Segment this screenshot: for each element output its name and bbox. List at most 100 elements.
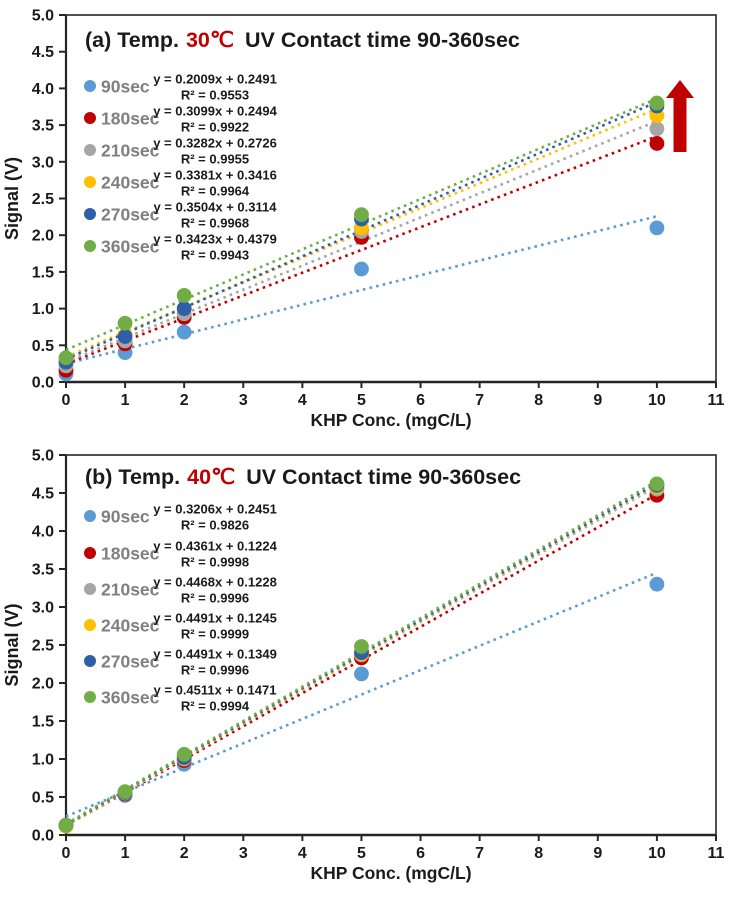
- y-tick-label: 0.0: [32, 375, 54, 392]
- y-tick-label: 5.0: [32, 8, 54, 25]
- legend-marker-icon: [84, 691, 96, 703]
- y-tick-label: 2.5: [32, 191, 54, 208]
- data-point: [354, 639, 369, 654]
- y-tick-label: 2.5: [32, 638, 54, 655]
- x-tick-label: 1: [121, 392, 130, 409]
- data-point: [176, 287, 192, 303]
- legend-equation: y = 0.4491x + 0.1349: [153, 647, 277, 662]
- y-tick-label: 3.5: [32, 562, 54, 579]
- y-tick-label: 1.0: [32, 752, 54, 769]
- legend-label: 90sec: [101, 507, 150, 527]
- x-tick-label: 8: [534, 845, 543, 862]
- series-360sec: [58, 476, 665, 833]
- y-tick-label: 4.5: [32, 486, 54, 503]
- data-point: [58, 350, 74, 366]
- data-point: [649, 476, 665, 492]
- legend-marker-icon: [84, 547, 96, 559]
- legend-marker-icon: [84, 655, 96, 667]
- x-tick-label: 0: [62, 845, 71, 862]
- data-point: [176, 324, 192, 340]
- x-tick-label: 6: [416, 845, 425, 862]
- y-tick-label: 5.0: [32, 448, 54, 465]
- legend-marker-icon: [84, 240, 96, 252]
- x-tick-label: 5: [357, 845, 366, 862]
- legend-r-squared: R² = 0.9955: [181, 152, 249, 167]
- panel-title-temp: 30℃: [186, 28, 234, 52]
- trendline-90sec: [65, 571, 658, 818]
- legend-label: 210sec: [101, 141, 160, 161]
- legend-r-squared: R² = 0.9553: [181, 88, 249, 103]
- data-point: [649, 576, 665, 592]
- data-point: [354, 261, 369, 277]
- legend-marker-icon: [84, 619, 96, 631]
- x-tick-label: 2: [180, 392, 189, 409]
- x-tick-label: 6: [416, 392, 425, 409]
- x-tick-label: 7: [475, 845, 484, 862]
- legend-marker-icon: [84, 176, 96, 188]
- x-tick-label: 8: [534, 392, 543, 409]
- y-tick-label: 4.5: [32, 44, 54, 61]
- x-tick-label: 11: [708, 392, 725, 409]
- x-tick-label: 2: [180, 845, 189, 862]
- legend-equation: y = 0.3423x + 0.4379: [153, 232, 277, 247]
- legend-marker-icon: [84, 112, 96, 124]
- data-point: [649, 220, 665, 236]
- legend-label: 240sec: [101, 173, 160, 193]
- legend-r-squared: R² = 0.9922: [181, 120, 249, 135]
- legend-r-squared: R² = 0.9994: [181, 699, 250, 714]
- y-axis-title: Signal (V): [2, 157, 22, 240]
- legend-marker-icon: [84, 510, 96, 522]
- x-tick-label: 4: [298, 845, 307, 862]
- x-axis-title: KHP Conc. (mgC/L): [310, 863, 471, 883]
- y-tick-label: 1.5: [32, 264, 54, 281]
- y-tick-label: 1.5: [32, 714, 54, 731]
- y-tick-label: 0.5: [32, 790, 54, 807]
- x-tick-label: 11: [708, 845, 725, 862]
- legend-r-squared: R² = 0.9964: [181, 184, 250, 199]
- panel-a-chart: 0.0 0.5 1.0 1.5 2.0 2.5 3.0 3.5 4.0 4.5 5.0 0 1 2 3 4 5 6…: [2, 8, 725, 431]
- data-point: [58, 817, 74, 833]
- x-tick-label: 0: [62, 392, 71, 409]
- x-tick-label: 7: [475, 392, 484, 409]
- data-point: [354, 207, 369, 223]
- data-point: [649, 136, 665, 151]
- y-tick-label: 4.0: [32, 524, 54, 541]
- x-tick-label: 10: [648, 392, 666, 409]
- legend-r-squared: R² = 0.9996: [181, 663, 249, 678]
- series-360sec: [58, 95, 665, 366]
- legend-marker-icon: [84, 144, 96, 156]
- data-point: [176, 301, 192, 316]
- legend-label: 360sec: [101, 688, 160, 708]
- legend-equation: y = 0.3504x + 0.3114: [154, 200, 278, 215]
- legend-equation: y = 0.2009x + 0.2491: [153, 72, 277, 87]
- x-tick-label: 1: [121, 845, 130, 862]
- legend-r-squared: R² = 0.9996: [181, 591, 249, 606]
- x-tick-label: 9: [593, 845, 602, 862]
- panel-b-chart: 0.0 0.5 1.0 1.5 2.0 2.5 3.0 3.5 4.0 4.5 5.0 0 1 2 3 4 5 6…: [2, 448, 725, 884]
- x-tick-label: 9: [593, 392, 602, 409]
- y-tick-label: 4.0: [32, 81, 54, 98]
- axis-ticks: 0.0 0.5 1.0 1.5 2.0 2.5 3.0 3.5 4.0 4.5 5.0 0 1 2 3 4 5 6…: [32, 8, 725, 410]
- legend-r-squared: R² = 0.9998: [181, 555, 249, 570]
- up-arrow-icon: [666, 80, 694, 152]
- y-axis-title: Signal (V): [2, 603, 22, 686]
- trendline-180sec: [65, 493, 658, 827]
- axis-ticks: 0.0 0.5 1.0 1.5 2.0 2.5 3.0 3.5 4.0 4.5 5.0 0 1 2 3 4 5 6…: [32, 448, 725, 863]
- y-tick-label: 1.0: [32, 301, 54, 318]
- series-90sec: [58, 220, 665, 382]
- y-tick-label: 0.0: [32, 828, 54, 845]
- data-point: [117, 329, 133, 344]
- legend-equation: y = 0.4491x + 0.1245: [153, 611, 277, 626]
- legend-label: 180sec: [101, 544, 160, 564]
- x-tick-label: 10: [648, 845, 666, 862]
- panel-title: (a) Temp. 30℃ UV Contact time 90-360sec: [85, 28, 520, 52]
